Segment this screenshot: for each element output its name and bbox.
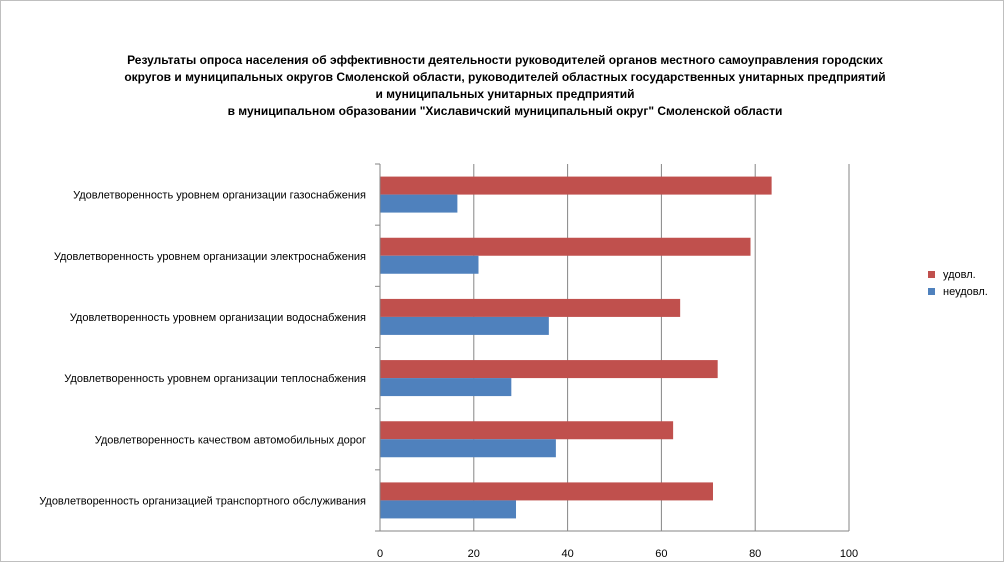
x-tick-label-0: 0 — [377, 548, 383, 560]
legend-item-unsatisfied: неудовл. — [928, 283, 988, 300]
chart-title-line-2: округов и муниципальных округов Смоленск… — [124, 70, 886, 84]
chart-title-line-3: и муниципальных унитарных предприятий — [375, 87, 635, 101]
legend-item-satisfied: удовл. — [928, 266, 988, 283]
x-tick-label-1: 20 — [468, 548, 480, 560]
bar-satisfied-0 — [380, 176, 772, 195]
bar-unsatisfied-2 — [380, 316, 549, 335]
bar-satisfied-5 — [380, 482, 713, 501]
chart-title-line-1: Результаты опроса населения об эффективн… — [127, 53, 883, 67]
bar-unsatisfied-3 — [380, 378, 512, 397]
legend: удовл. неудовл. — [928, 266, 988, 300]
category-label-3: Удовлетворенность уровнем организации те… — [64, 373, 366, 385]
chart-title: Результаты опроса населения об эффективн… — [60, 52, 950, 120]
category-label-5: Удовлетворенность организацией транспорт… — [39, 495, 366, 507]
bar-satisfied-4 — [380, 421, 674, 440]
legend-label-satisfied: удовл. — [943, 268, 976, 281]
x-tick-label-2: 40 — [561, 548, 573, 560]
bar-satisfied-2 — [380, 298, 681, 317]
category-label-4: Удовлетворенность качеством автомобильны… — [95, 434, 366, 446]
category-label-2: Удовлетворенность уровнем организации во… — [70, 312, 366, 324]
bar-unsatisfied-5 — [380, 500, 517, 519]
bar-unsatisfied-0 — [380, 194, 458, 213]
bar-unsatisfied-4 — [380, 439, 556, 458]
legend-label-unsatisfied: неудовл. — [943, 285, 988, 298]
x-tick-label-3: 60 — [655, 548, 667, 560]
legend-swatch-satisfied — [928, 271, 935, 278]
bar-satisfied-3 — [380, 360, 718, 379]
legend-swatch-unsatisfied — [928, 288, 935, 295]
x-tick-label-4: 80 — [749, 548, 761, 560]
bar-unsatisfied-1 — [380, 255, 479, 274]
category-label-0: Удовлетворенность уровнем организации га… — [73, 190, 366, 202]
chart-title-line-4: в муниципальном образовании "Хиславичски… — [227, 104, 783, 118]
x-tick-label-5: 100 — [840, 548, 858, 560]
bar-satisfied-1 — [380, 237, 751, 256]
category-label-1: Удовлетворенность уровнем организации эл… — [54, 251, 366, 263]
